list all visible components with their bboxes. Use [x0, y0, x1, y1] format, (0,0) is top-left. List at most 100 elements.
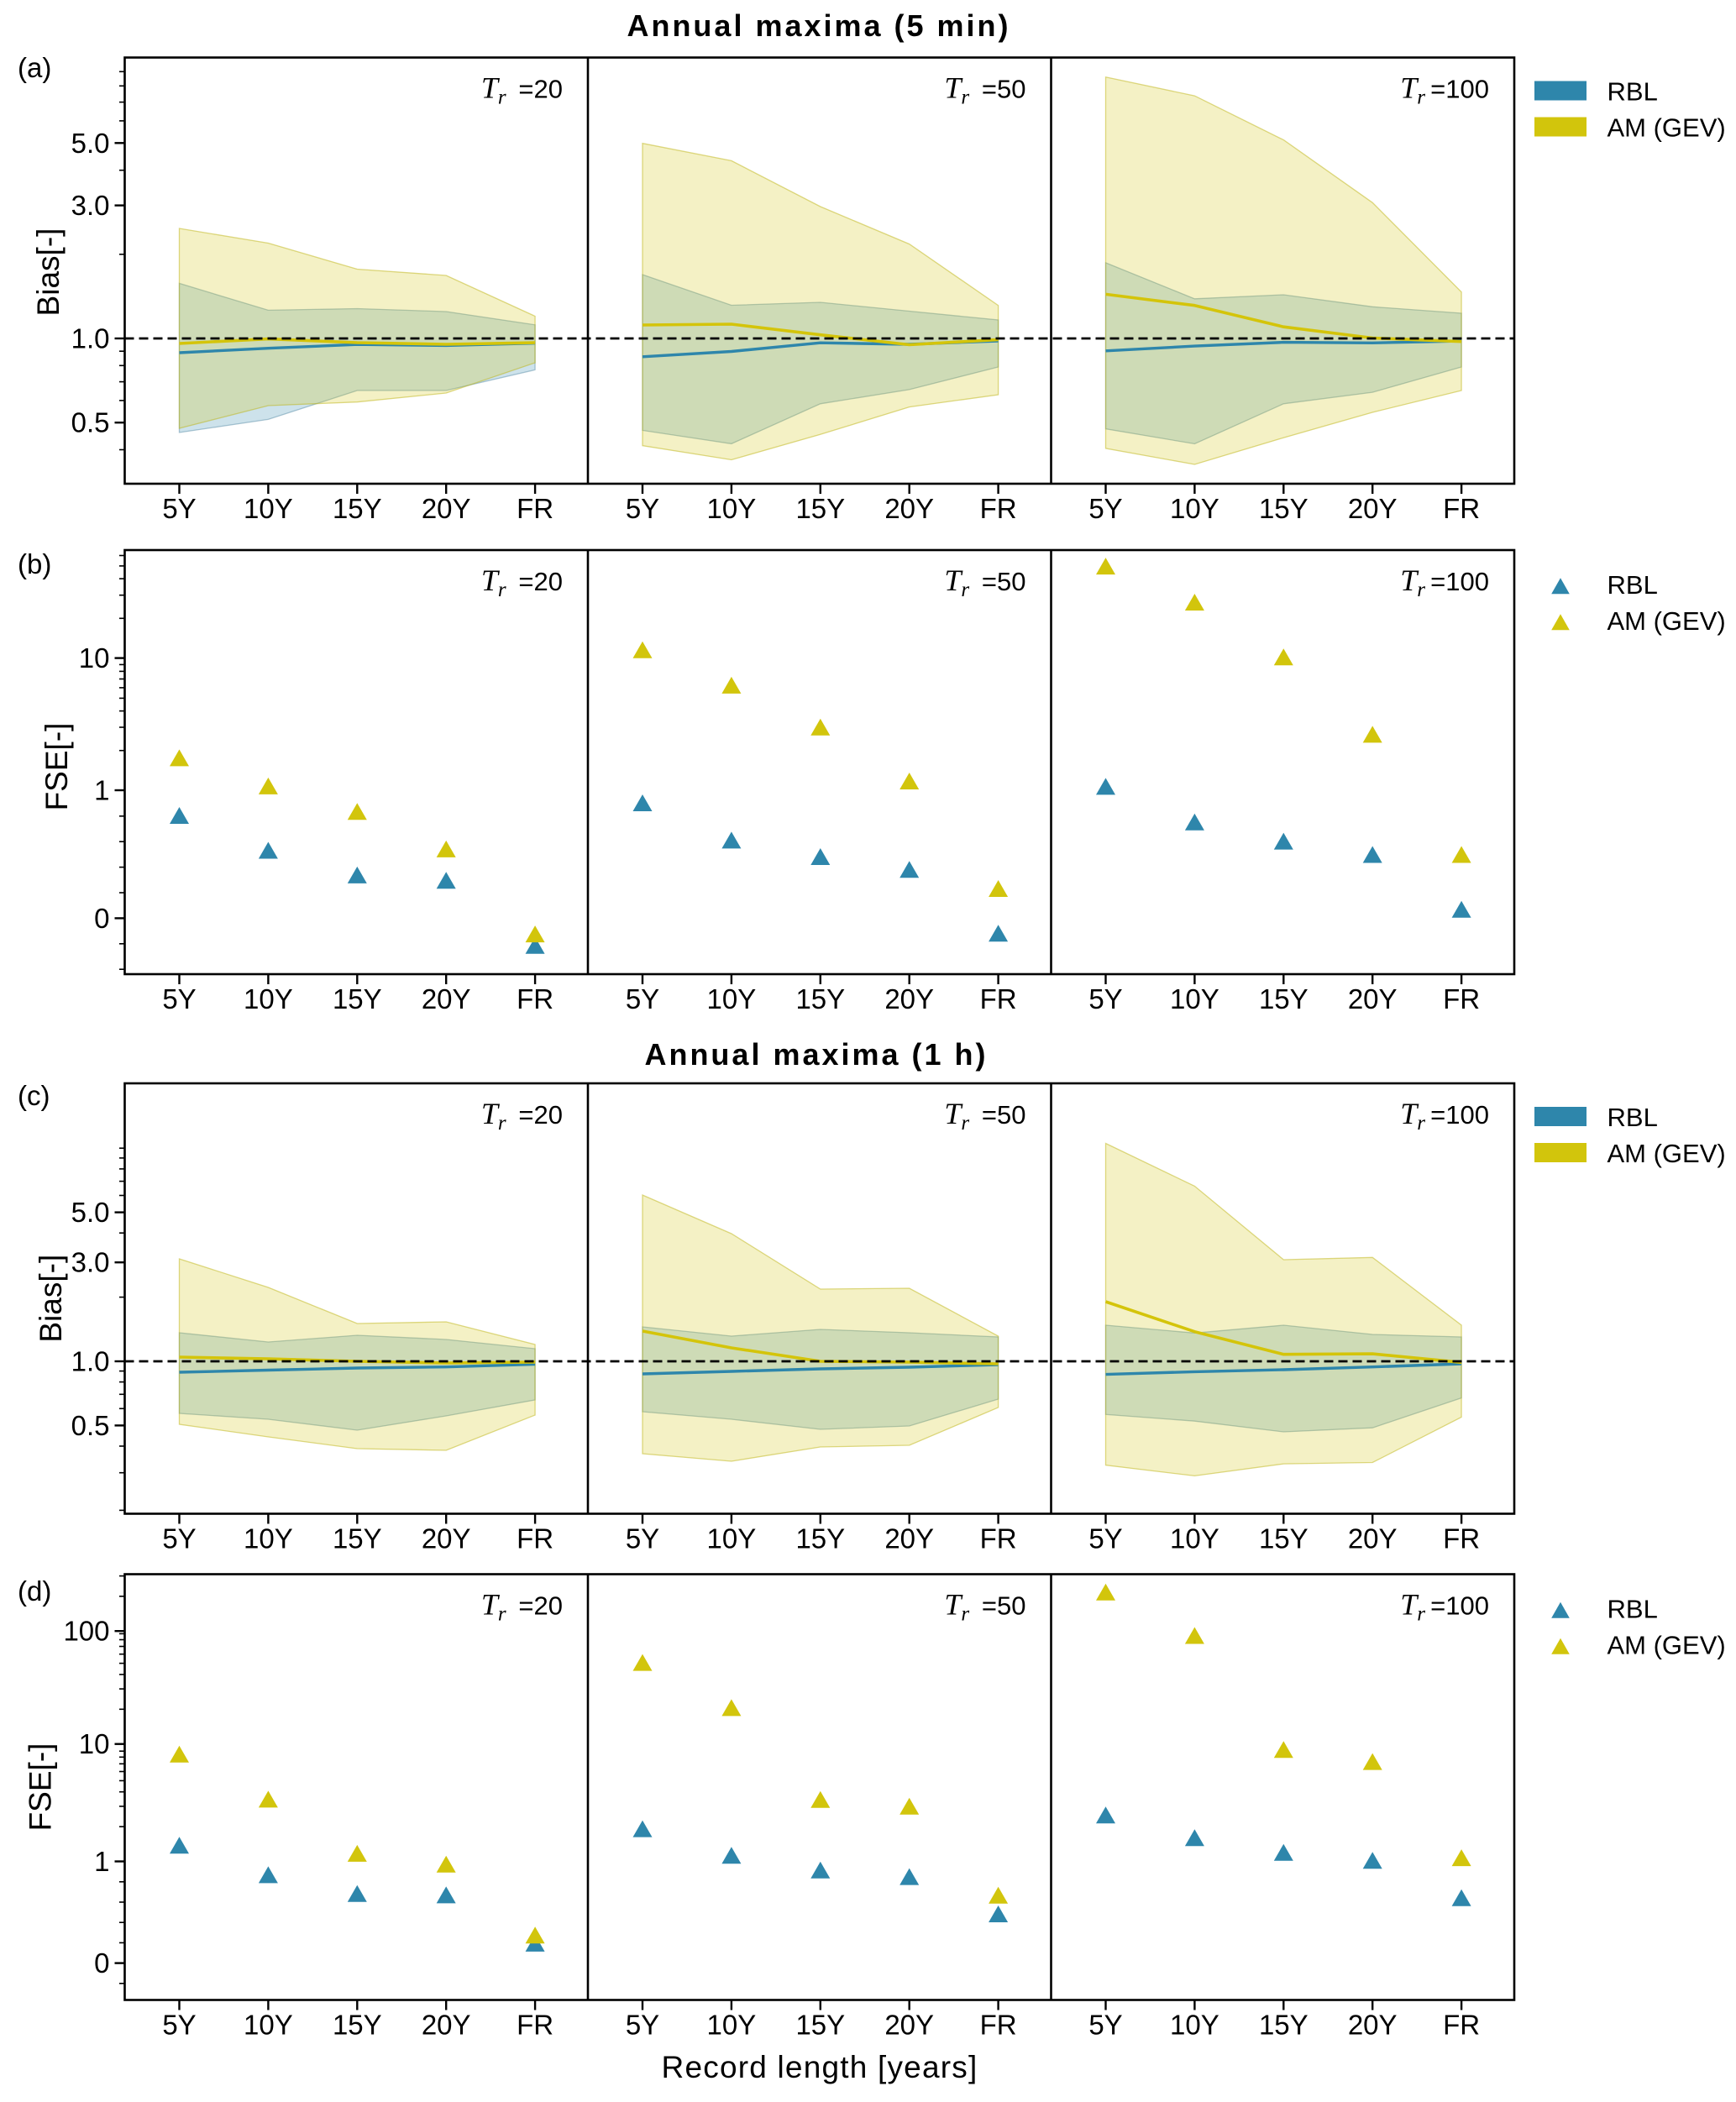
svg-text:AM (GEV): AM (GEV): [1608, 113, 1726, 143]
svg-text:AM (GEV): AM (GEV): [1608, 1630, 1726, 1659]
svg-text:10: 10: [79, 1728, 110, 1759]
svg-text:5Y: 5Y: [626, 983, 659, 1014]
svg-text:0: 0: [94, 1947, 109, 1979]
svg-text:15Y: 15Y: [1259, 983, 1309, 1014]
svg-text:Tr =20: Tr =20: [481, 1097, 563, 1135]
svg-text:FR: FR: [980, 983, 1017, 1014]
svg-text:15Y: 15Y: [333, 2010, 382, 2041]
svg-text:RBL: RBL: [1608, 77, 1658, 107]
svg-text:Record length [years]: Record length [years]: [662, 2050, 978, 2084]
svg-text:20Y: 20Y: [884, 493, 934, 524]
svg-text:5Y: 5Y: [162, 1523, 196, 1554]
svg-text:15Y: 15Y: [795, 493, 845, 524]
svg-text:Tr =50: Tr =50: [944, 71, 1025, 109]
svg-text:20Y: 20Y: [422, 493, 471, 524]
svg-text:FR: FR: [1443, 2010, 1480, 2041]
svg-text:5Y: 5Y: [626, 1523, 659, 1554]
svg-text:Annual maxima (1 h): Annual maxima (1 h): [644, 1037, 988, 1072]
svg-text:10Y: 10Y: [244, 2010, 293, 2041]
svg-text:10Y: 10Y: [707, 2010, 757, 2041]
svg-text:FR: FR: [1443, 983, 1480, 1014]
svg-text:20Y: 20Y: [884, 1523, 934, 1554]
svg-text:FSE[-]: FSE[-]: [24, 1743, 58, 1832]
svg-text:10Y: 10Y: [1170, 1523, 1219, 1554]
svg-text:FR: FR: [980, 2010, 1017, 2041]
svg-text:3.0: 3.0: [71, 190, 110, 221]
svg-text:1.0: 1.0: [71, 323, 110, 354]
svg-text:10Y: 10Y: [707, 1523, 757, 1554]
svg-text:15Y: 15Y: [333, 983, 382, 1014]
svg-text:Tr =20: Tr =20: [481, 1588, 563, 1626]
svg-text:FR: FR: [980, 1523, 1017, 1554]
svg-text:(a): (a): [18, 52, 51, 83]
svg-text:0.5: 0.5: [71, 407, 110, 438]
svg-text:AM (GEV): AM (GEV): [1608, 1139, 1726, 1168]
svg-text:FR: FR: [517, 493, 553, 524]
svg-text:100: 100: [63, 1616, 109, 1647]
svg-text:Bias[-]: Bias[-]: [31, 228, 66, 317]
svg-text:10Y: 10Y: [244, 1523, 293, 1554]
svg-text:5Y: 5Y: [1088, 2010, 1122, 2041]
svg-text:Tr =100: Tr =100: [1400, 1588, 1489, 1626]
svg-text:5.0: 5.0: [71, 128, 110, 159]
svg-text:15Y: 15Y: [1259, 493, 1309, 524]
svg-text:0: 0: [94, 903, 109, 934]
svg-text:5Y: 5Y: [162, 983, 196, 1014]
svg-text:FR: FR: [517, 1523, 553, 1554]
svg-text:AM (GEV): AM (GEV): [1608, 606, 1726, 636]
svg-text:20Y: 20Y: [884, 983, 934, 1014]
svg-text:0.5: 0.5: [71, 1410, 110, 1441]
svg-text:3.0: 3.0: [71, 1247, 110, 1278]
svg-text:5.0: 5.0: [71, 1197, 110, 1228]
svg-text:FSE[-]: FSE[-]: [39, 723, 74, 811]
svg-text:Bias[-]: Bias[-]: [34, 1255, 68, 1343]
svg-text:5Y: 5Y: [1088, 983, 1122, 1014]
svg-text:FR: FR: [1443, 493, 1480, 524]
svg-text:1: 1: [94, 1846, 109, 1877]
svg-text:FR: FR: [1443, 1523, 1480, 1554]
svg-text:Tr =100: Tr =100: [1400, 564, 1489, 601]
svg-text:FR: FR: [980, 493, 1017, 524]
svg-text:5Y: 5Y: [162, 2010, 196, 2041]
svg-text:20Y: 20Y: [1348, 1523, 1398, 1554]
svg-text:(b): (b): [18, 548, 51, 579]
svg-text:5Y: 5Y: [1088, 493, 1122, 524]
svg-text:10Y: 10Y: [1170, 983, 1219, 1014]
svg-text:Tr =50: Tr =50: [944, 1588, 1025, 1626]
svg-text:20Y: 20Y: [884, 2010, 934, 2041]
svg-text:20Y: 20Y: [422, 2010, 471, 2041]
svg-text:15Y: 15Y: [795, 2010, 845, 2041]
svg-text:5Y: 5Y: [626, 493, 659, 524]
svg-text:10Y: 10Y: [707, 983, 757, 1014]
svg-text:1.0: 1.0: [71, 1346, 110, 1377]
svg-text:Tr =20: Tr =20: [481, 71, 563, 109]
svg-text:5Y: 5Y: [162, 493, 196, 524]
svg-text:15Y: 15Y: [333, 493, 382, 524]
svg-text:20Y: 20Y: [1348, 493, 1398, 524]
svg-text:Annual maxima (5 min): Annual maxima (5 min): [627, 8, 1010, 43]
svg-text:Tr =100: Tr =100: [1400, 1097, 1489, 1135]
svg-text:20Y: 20Y: [1348, 983, 1398, 1014]
svg-text:15Y: 15Y: [1259, 1523, 1309, 1554]
svg-text:Tr =20: Tr =20: [481, 564, 563, 601]
svg-text:5Y: 5Y: [626, 2010, 659, 2041]
svg-text:Tr =50: Tr =50: [944, 1097, 1025, 1135]
svg-text:RBL: RBL: [1608, 1594, 1658, 1623]
svg-text:10Y: 10Y: [1170, 2010, 1219, 2041]
svg-text:15Y: 15Y: [333, 1523, 382, 1554]
svg-text:10: 10: [79, 642, 110, 674]
svg-text:10Y: 10Y: [1170, 493, 1219, 524]
svg-text:(d): (d): [18, 1575, 51, 1607]
svg-text:Tr =50: Tr =50: [944, 564, 1025, 601]
svg-text:FR: FR: [517, 2010, 553, 2041]
svg-text:20Y: 20Y: [422, 983, 471, 1014]
svg-text:15Y: 15Y: [1259, 2010, 1309, 2041]
svg-text:20Y: 20Y: [422, 1523, 471, 1554]
svg-text:10Y: 10Y: [707, 493, 757, 524]
svg-text:10Y: 10Y: [244, 983, 293, 1014]
svg-text:(c): (c): [18, 1080, 50, 1111]
svg-text:RBL: RBL: [1608, 570, 1658, 600]
svg-text:15Y: 15Y: [795, 983, 845, 1014]
svg-text:RBL: RBL: [1608, 1103, 1658, 1132]
svg-text:15Y: 15Y: [795, 1523, 845, 1554]
